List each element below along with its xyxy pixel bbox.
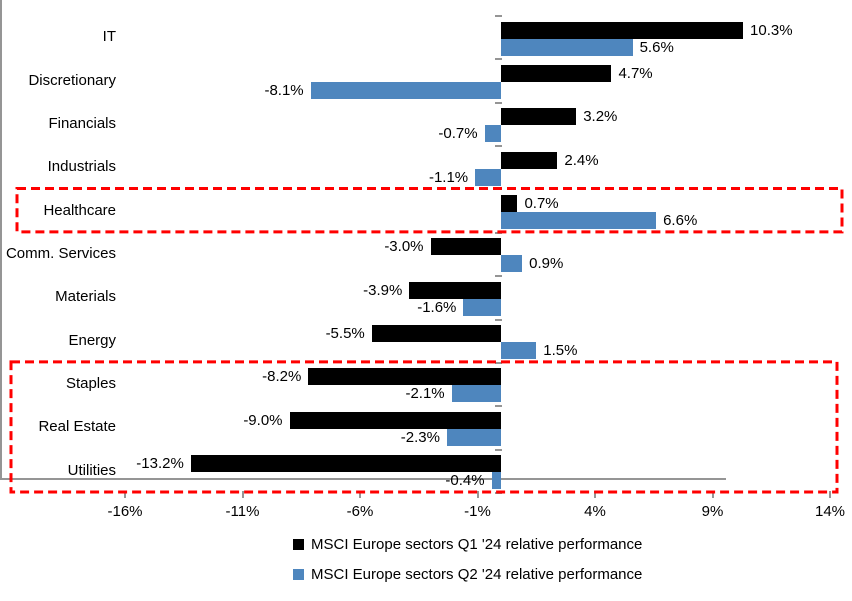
category-label: Utilities [67, 461, 116, 479]
x-tick-label: -16% [107, 503, 143, 520]
category-label: Healthcare [43, 201, 116, 219]
x-tick-label: 14% [814, 503, 846, 520]
value-label: 3.2% [583, 108, 618, 126]
value-label: -8.1% [264, 81, 304, 99]
bar-q2 [484, 125, 501, 143]
x-axis-tick [594, 491, 596, 498]
y-axis-tick [495, 145, 502, 148]
bar-q2 [491, 472, 501, 490]
x-tick-label: 4% [584, 503, 606, 520]
bar-q1 [371, 325, 501, 343]
y-axis-tick [495, 58, 502, 61]
value-label: -8.2% [262, 368, 302, 386]
bar-q1 [501, 151, 558, 169]
x-tick-label: 9% [701, 503, 724, 520]
legend-swatch-q1-icon [293, 538, 304, 550]
value-label: -3.0% [384, 238, 424, 256]
bar-q1 [430, 238, 501, 256]
x-axis-tick [476, 491, 479, 498]
y-axis-tick [495, 405, 502, 408]
bar-q2 [310, 81, 501, 99]
y-axis-tick [495, 492, 502, 494]
bar-q1 [308, 368, 501, 386]
y-axis-tick [495, 231, 502, 234]
x-tick-label: -1% [464, 503, 491, 520]
value-label: -1.6% [417, 298, 457, 316]
bar-q1 [501, 108, 577, 126]
bar-q1 [190, 455, 501, 473]
value-label: 0.9% [529, 255, 564, 273]
value-label: 10.3% [750, 21, 793, 39]
x-tick-label: -6% [346, 503, 374, 520]
x-axis-tick [359, 491, 361, 498]
category-label: Industrials [47, 158, 116, 176]
y-axis-tick [495, 15, 502, 17]
value-label: -2.1% [405, 385, 445, 403]
value-label: 1.5% [543, 342, 578, 360]
value-label: 4.7% [618, 64, 653, 82]
value-label: -3.9% [363, 281, 403, 299]
bar-q2 [475, 168, 501, 186]
bar-q1 [501, 21, 744, 39]
y-axis-line [0, 0, 2, 478]
bar-q2 [501, 255, 523, 273]
bar-q2 [451, 385, 501, 403]
value-label: -0.7% [438, 125, 478, 143]
plot-area: IT 10.3% 5.6% Discretionary 4.7% -8.1% Financi… [0, 0, 845, 520]
x-axis-tick [241, 491, 244, 498]
value-label: -0.4% [445, 472, 485, 490]
legend-label-q1: MSCI Europe sectors Q1 '24 relative perf… [311, 535, 643, 553]
value-label: -1.1% [428, 168, 469, 186]
x-axis-tick [829, 491, 831, 498]
category-label: Staples [65, 375, 116, 393]
x-axis-tick [711, 491, 714, 498]
category-label: Materials [55, 288, 116, 306]
value-label: 0.7% [524, 194, 559, 212]
bar-q2 [463, 298, 501, 316]
bar-q2 [501, 38, 633, 56]
value-label: 2.4% [564, 151, 599, 169]
bar-q2 [446, 428, 501, 446]
legend-swatch-q2-icon [293, 568, 304, 580]
legend: MSCI Europe sectors Q1 '24 relative perf… [293, 529, 642, 589]
x-tick-label: -11% [225, 503, 260, 520]
y-axis-tick [495, 318, 502, 321]
value-label: -9.0% [243, 411, 283, 429]
category-label: Discretionary [28, 71, 116, 89]
bar-q2 [501, 342, 537, 360]
category-label: Financials [48, 114, 116, 132]
category-label: Energy [68, 331, 116, 349]
bar-q2 [501, 211, 657, 229]
x-axis-tick [124, 491, 126, 498]
value-label: 6.6% [663, 211, 698, 229]
value-label: -5.5% [325, 325, 365, 343]
legend-item-q2: MSCI Europe sectors Q2 '24 relative perf… [293, 559, 642, 589]
y-axis-tick [495, 361, 502, 364]
legend-label-q2: MSCI Europe sectors Q2 '24 relative perf… [311, 565, 643, 583]
y-axis-tick [495, 101, 502, 104]
category-label: IT [102, 28, 116, 46]
y-axis-tick [495, 188, 502, 191]
legend-item-q1: MSCI Europe sectors Q1 '24 relative perf… [293, 529, 642, 559]
y-axis-tick [495, 275, 502, 278]
y-axis-tick [495, 448, 502, 451]
category-label: Comm. Services [5, 244, 116, 262]
category-label: Real Estate [38, 418, 116, 436]
bar-q1 [289, 411, 501, 429]
value-label: -13.2% [136, 455, 184, 473]
bar-q1 [501, 194, 518, 212]
bar-q1 [409, 281, 501, 299]
value-label: -2.3% [400, 428, 440, 446]
value-label: 5.6% [639, 38, 674, 56]
bar-q1 [501, 64, 612, 82]
